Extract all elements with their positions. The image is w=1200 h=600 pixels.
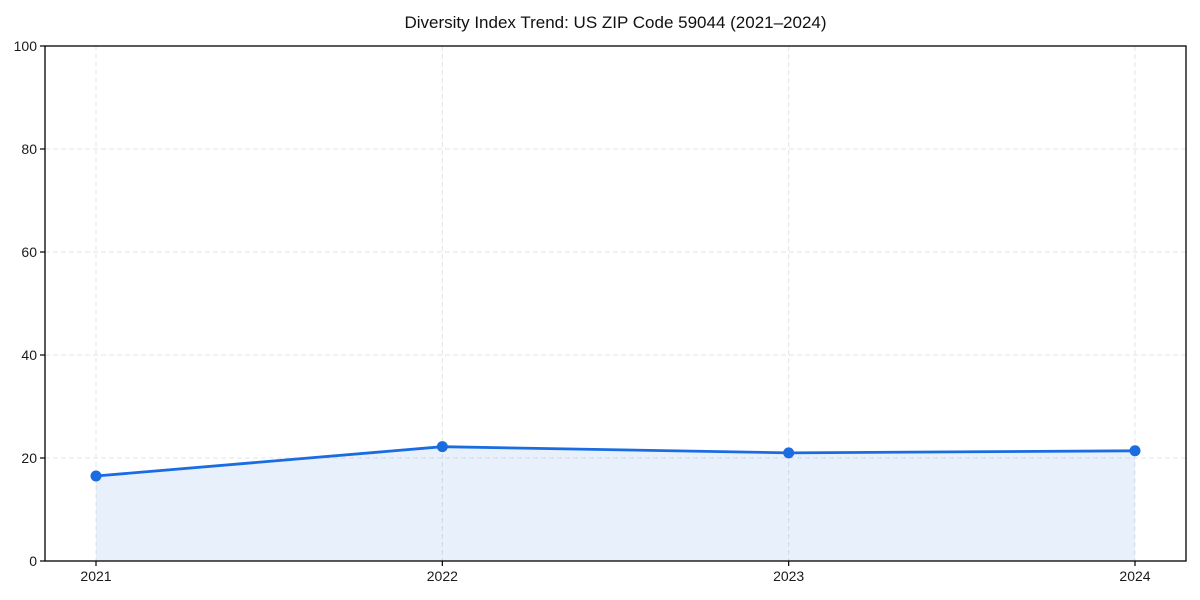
y-tick-label-60: 60 — [21, 244, 37, 260]
y-tick-label-20: 20 — [21, 450, 37, 466]
area-fill — [96, 446, 1135, 561]
data-point-2024 — [1129, 445, 1141, 457]
y-tick-label-100: 100 — [13, 38, 37, 54]
x-tick-label-2023: 2023 — [773, 568, 805, 584]
x-tick-label-2024: 2024 — [1119, 568, 1151, 584]
chart-title: Diversity Index Trend: US ZIP Code 59044… — [404, 13, 827, 32]
y-tick-label-40: 40 — [21, 347, 37, 363]
x-tick-label-2022: 2022 — [426, 568, 458, 584]
data-point-2023 — [783, 447, 795, 459]
y-tick-label-0: 0 — [29, 553, 37, 569]
axes-box — [44, 45, 1187, 562]
data-point-2021 — [90, 470, 102, 482]
data-point-2022 — [436, 441, 448, 453]
y-tick-label-80: 80 — [21, 141, 37, 157]
trend-line — [94, 445, 1137, 478]
x-tick-label-2021: 2021 — [80, 568, 112, 584]
